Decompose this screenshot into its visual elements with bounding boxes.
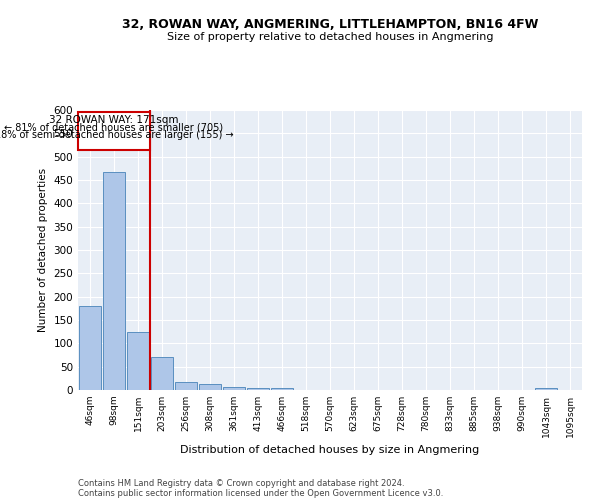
Bar [271, 388, 293, 390]
Text: ← 81% of detached houses are smaller (705): ← 81% of detached houses are smaller (70… [4, 122, 224, 132]
Text: Contains HM Land Registry data © Crown copyright and database right 2024.: Contains HM Land Registry data © Crown c… [78, 478, 404, 488]
Bar [151, 358, 173, 390]
Bar [223, 386, 245, 390]
Bar [535, 388, 557, 390]
Text: 32, ROWAN WAY, ANGMERING, LITTLEHAMPTON, BN16 4FW: 32, ROWAN WAY, ANGMERING, LITTLEHAMPTON,… [122, 18, 538, 30]
Y-axis label: Number of detached properties: Number of detached properties [38, 168, 48, 332]
Bar [175, 382, 197, 390]
Text: Size of property relative to detached houses in Angmering: Size of property relative to detached ho… [167, 32, 493, 42]
FancyBboxPatch shape [78, 112, 150, 150]
X-axis label: Distribution of detached houses by size in Angmering: Distribution of detached houses by size … [181, 446, 479, 456]
Bar [127, 332, 149, 390]
Bar [103, 172, 125, 390]
Text: 32 ROWAN WAY: 171sqm: 32 ROWAN WAY: 171sqm [49, 114, 179, 124]
Bar [199, 384, 221, 390]
Bar [247, 388, 269, 390]
Text: 18% of semi-detached houses are larger (155) →: 18% of semi-detached houses are larger (… [0, 130, 233, 140]
Text: Contains public sector information licensed under the Open Government Licence v3: Contains public sector information licen… [78, 488, 443, 498]
Bar [79, 306, 101, 390]
